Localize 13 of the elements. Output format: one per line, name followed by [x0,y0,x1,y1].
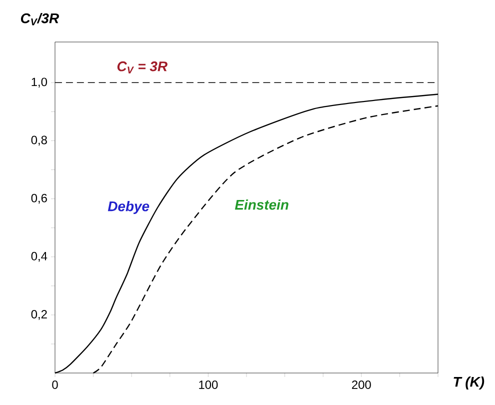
x-tick-label: 0 [52,380,58,389]
x-tick-label: 200 [352,380,371,389]
y-tick-label: 0,8 [31,136,47,146]
series-label: Einstein [234,199,288,210]
y-tick-label: 0,2 [31,310,47,320]
x-axis-title: T (K) [454,376,484,390]
series-label: Debye [108,200,150,214]
y-tick-label: 0,6 [31,194,47,204]
y-tick-label: 0,4 [31,252,48,262]
annotation: C$_{V}$ = 3R [117,61,168,74]
y-axis-title: C$_{V}$/3R [20,12,59,26]
x-tick-label: 100 [199,380,218,389]
y-tick-label: 1,0 [32,78,48,88]
